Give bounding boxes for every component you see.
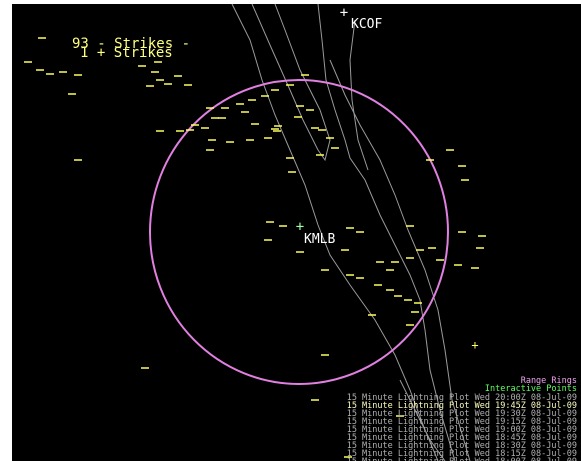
station-marker: + <box>296 219 304 235</box>
legend-plot: 15 Minute Lightning Plot Wed 19:45Z 08-J… <box>347 401 577 411</box>
legend-plot: 15 Minute Lightning Plot Wed 20:00Z 08-J… <box>347 393 577 403</box>
legend-plot: 15 Minute Lightning Plot Wed 19:00Z 08-J… <box>347 425 577 435</box>
station-label: KMLB <box>304 232 335 247</box>
point-marker: + <box>471 338 478 352</box>
station-label: KCOF <box>351 17 382 32</box>
legend-interactive-points: Interactive Points <box>485 384 577 394</box>
legend-plot: 15 Minute Lightning Plot Wed 19:30Z 08-J… <box>347 409 577 419</box>
legend-plot: 15 Minute Lightning Plot Wed 19:15Z 08-J… <box>347 417 577 427</box>
strike-count: 93 - Strikes - <box>72 36 190 52</box>
coastlines <box>231 3 471 461</box>
legend-plot: 15 Minute Lightning Plot Wed 18:00Z 08-J… <box>347 457 577 461</box>
legend-plots: 15 Minute Lightning Plot Wed 20:00Z 08-J… <box>347 393 577 461</box>
range-ring <box>149 79 449 385</box>
legend-plot: 15 Minute Lightning Plot Wed 18:15Z 08-J… <box>347 449 577 459</box>
legend-plot: 15 Minute Lightning Plot Wed 18:30Z 08-J… <box>347 441 577 451</box>
strikes <box>24 37 486 458</box>
strike-count: 1 + Strikes <box>80 45 173 61</box>
station-marker: + <box>340 5 348 21</box>
legend-plot: 15 Minute Lightning Plot Wed 18:45Z 08-J… <box>347 433 577 443</box>
legend-range-rings: Range Rings <box>521 376 577 386</box>
